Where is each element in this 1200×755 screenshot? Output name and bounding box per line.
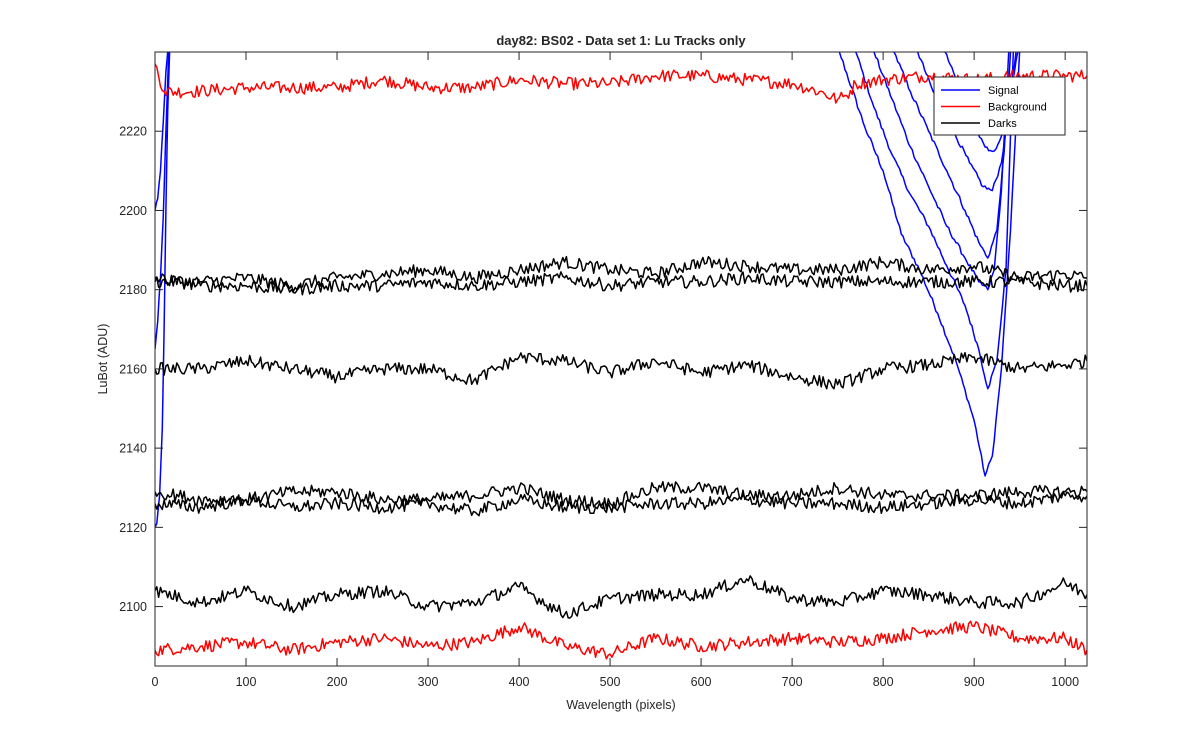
- y-tick-label: 2160: [119, 362, 147, 376]
- legend-label-darks: Darks: [988, 118, 1017, 130]
- x-tick-label: 700: [782, 675, 803, 689]
- y-tick-label: 2180: [119, 283, 147, 297]
- series-line-signal-0: [155, 52, 171, 528]
- x-tick-label: 100: [236, 675, 257, 689]
- series-line-darks-15: [155, 491, 1087, 517]
- series-line-signal-6: [893, 52, 1012, 259]
- legend-label-background: Background: [988, 102, 1047, 114]
- y-tick-label: 2100: [119, 600, 147, 614]
- series-line-signal-2: [155, 52, 169, 211]
- x-tick-label: 0: [152, 675, 159, 689]
- plot-frame: [154, 51, 1088, 667]
- series-layer: [155, 52, 1087, 660]
- series-line-darks-14: [155, 480, 1087, 510]
- y-tick-label: 2120: [119, 521, 147, 535]
- legend: Signal Background Darks: [933, 76, 1066, 136]
- legend-label-signal: Signal: [988, 85, 1019, 97]
- x-tick-label: 800: [873, 675, 894, 689]
- x-tick-label: 600: [691, 675, 712, 689]
- x-tick-label: 1000: [1051, 675, 1079, 689]
- y-tick-label: 2220: [119, 125, 147, 139]
- series-line-signal-4: [855, 52, 1015, 390]
- x-axis-label: Wavelength (pixels): [566, 698, 675, 712]
- x-tick-label: 300: [418, 675, 439, 689]
- y-tick-label: 2140: [119, 442, 147, 456]
- series-line-darks-12: [155, 271, 1087, 296]
- series-line-darks-16: [155, 575, 1087, 619]
- y-axis-label: LuBot (ADU): [96, 324, 110, 395]
- x-tick-label: 500: [600, 675, 621, 689]
- series-line-background-10: [155, 620, 1087, 660]
- series-line-background-9: [155, 63, 1087, 104]
- series-line-signal-1: [155, 52, 170, 350]
- series-line-darks-13: [155, 351, 1087, 390]
- x-tick-label: 200: [327, 675, 348, 689]
- x-tick-label: 900: [964, 675, 985, 689]
- x-tick-label: 400: [509, 675, 530, 689]
- series-line-darks-11: [155, 255, 1087, 293]
- axis-ticks: 0 100 200 300 400 500 600 700 800 900 1000 2100 2120…: [119, 52, 1087, 689]
- chart-title: day82: BS02 - Data set 1: Lu Tracks only: [496, 33, 746, 48]
- series-line-signal-3: [838, 52, 1021, 477]
- series-line-signal-5: [873, 52, 1010, 291]
- y-tick-label: 2200: [119, 204, 147, 218]
